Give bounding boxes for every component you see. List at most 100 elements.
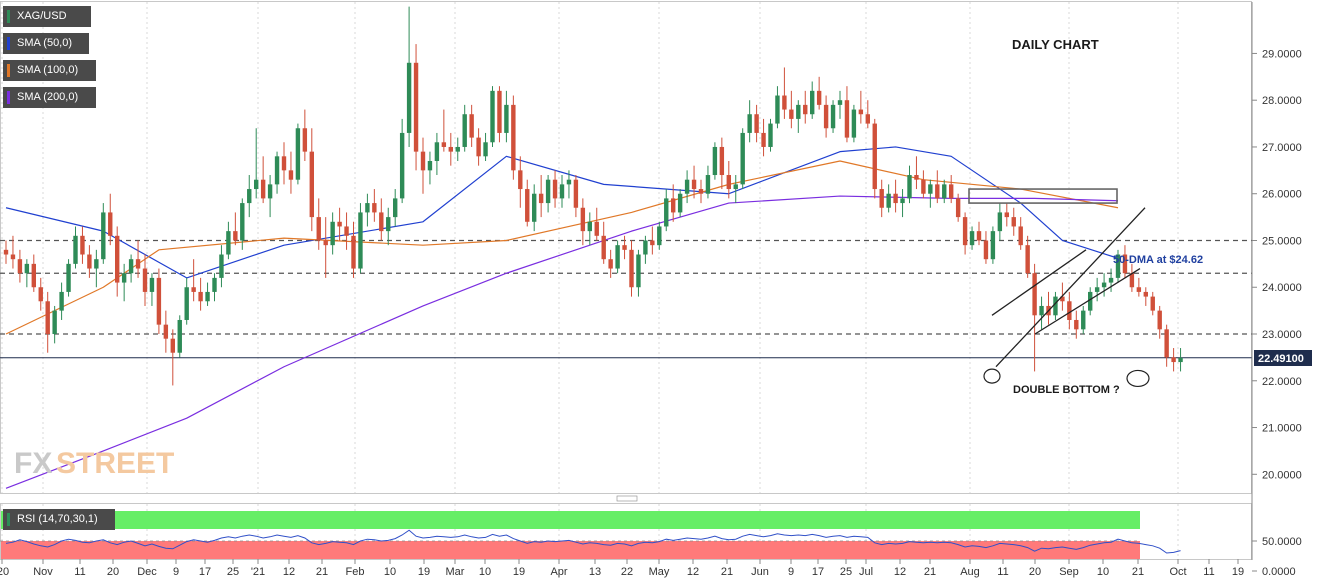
candle-bearish — [1025, 235, 1030, 278]
candle-body — [684, 179, 690, 194]
watermark-street: STREET — [56, 447, 174, 480]
candle-body — [928, 184, 933, 194]
candle-bearish — [87, 245, 92, 278]
candle-bullish — [462, 104, 467, 152]
candle-bullish — [810, 81, 815, 119]
candle-body — [80, 235, 85, 255]
candle-body — [1150, 296, 1155, 311]
candle-body — [198, 291, 203, 302]
candle-body — [851, 109, 857, 138]
candle-bearish — [803, 90, 808, 124]
candle-body — [789, 109, 794, 119]
candle-body — [490, 90, 495, 143]
legend-symbol[interactable]: XAG/USD — [3, 6, 91, 27]
panel-resize-handle[interactable] — [616, 495, 638, 502]
rsi-tick-label: 0.0000 — [1262, 566, 1296, 578]
x-tick-label: 21 — [316, 566, 328, 578]
candle-body — [267, 184, 273, 199]
x-tick-label: 13 — [589, 566, 601, 578]
candle-body — [768, 123, 773, 147]
channel-upper-line — [991, 249, 1087, 316]
x-tick-label: Sep — [1059, 566, 1079, 578]
candle-bullish — [149, 273, 155, 306]
candle-body — [66, 263, 71, 292]
price-tick-label: 28.0000 — [1262, 95, 1302, 107]
rsi-overbought-zone — [1, 511, 1140, 529]
candle-body — [796, 104, 801, 119]
candle-bullish — [490, 86, 495, 147]
x-tick-label: 9 — [788, 566, 794, 578]
candle-bearish — [1157, 305, 1162, 339]
candle-bullish — [907, 165, 912, 204]
pattern-annotations — [968, 188, 1150, 388]
candle-body — [671, 198, 676, 213]
candle-bullish — [66, 259, 71, 297]
candle-body — [455, 146, 460, 152]
x-tick-label: 25 — [227, 566, 239, 578]
candle-bearish — [865, 100, 870, 129]
candle-body — [94, 259, 99, 269]
candle-bearish — [719, 137, 725, 190]
x-tick-label: 12 — [283, 566, 295, 578]
candle-body — [247, 189, 252, 204]
candle-body — [323, 240, 328, 246]
legend-rsi[interactable]: RSI (14,70,30,1) — [3, 509, 115, 530]
candle-bearish — [17, 249, 23, 283]
candle-bearish — [156, 268, 162, 335]
candle-bearish — [955, 193, 961, 222]
candle-bearish — [921, 170, 926, 199]
candle-body — [281, 156, 287, 171]
candle-body — [803, 104, 808, 115]
candle-body — [233, 231, 238, 241]
candle-bearish — [45, 291, 50, 353]
price-tick-label: 22.0000 — [1262, 376, 1302, 388]
candle-bearish — [962, 212, 968, 255]
candle-bearish — [1122, 245, 1128, 278]
candle-bearish — [163, 310, 169, 353]
candle-bearish — [573, 175, 579, 218]
legend-sma200[interactable]: SMA (200,0) — [3, 87, 96, 108]
x-tick-label: '21 — [251, 566, 265, 578]
candle-body — [677, 193, 683, 213]
candle-bearish — [1136, 277, 1142, 297]
candle-body — [38, 287, 43, 302]
legend-swatch — [7, 37, 10, 50]
candle-body — [372, 203, 377, 213]
candle-body — [761, 132, 766, 147]
candle-body — [886, 193, 891, 208]
candle-bearish — [914, 156, 919, 190]
candle-body — [900, 198, 905, 204]
candle-body — [1018, 226, 1023, 246]
candle-body — [1101, 282, 1107, 288]
candle-bearish — [511, 95, 516, 180]
candle-body — [962, 217, 968, 246]
candle-bullish — [837, 90, 843, 119]
legend-swatch — [7, 91, 10, 104]
candle-body — [316, 217, 321, 241]
candle-body — [754, 114, 759, 133]
candle-body — [288, 170, 294, 180]
rsi-line — [5, 529, 1181, 554]
candle-body — [24, 263, 30, 274]
candle-body — [219, 254, 224, 278]
candle-bullish — [434, 132, 440, 176]
candle-body — [1088, 291, 1093, 311]
candle-bearish — [198, 277, 203, 311]
candle-body — [10, 254, 16, 260]
candle-body — [330, 221, 335, 246]
candle-bullish — [1108, 268, 1114, 292]
candle-body — [191, 287, 196, 292]
candle-bearish — [476, 128, 481, 166]
candle-bearish — [601, 221, 606, 264]
candle-body — [1122, 254, 1128, 274]
candle-body — [462, 114, 467, 147]
legend-sma100[interactable]: SMA (100,0) — [3, 60, 96, 81]
candle-body — [1053, 296, 1058, 316]
legend-sma50[interactable]: SMA (50,0) — [3, 33, 89, 54]
candle-body — [3, 249, 9, 255]
rsi-oversold-zone — [1, 541, 1140, 559]
candle-body — [955, 198, 961, 218]
x-tick-label: Dec — [137, 566, 157, 578]
candle-bullish — [712, 142, 718, 180]
